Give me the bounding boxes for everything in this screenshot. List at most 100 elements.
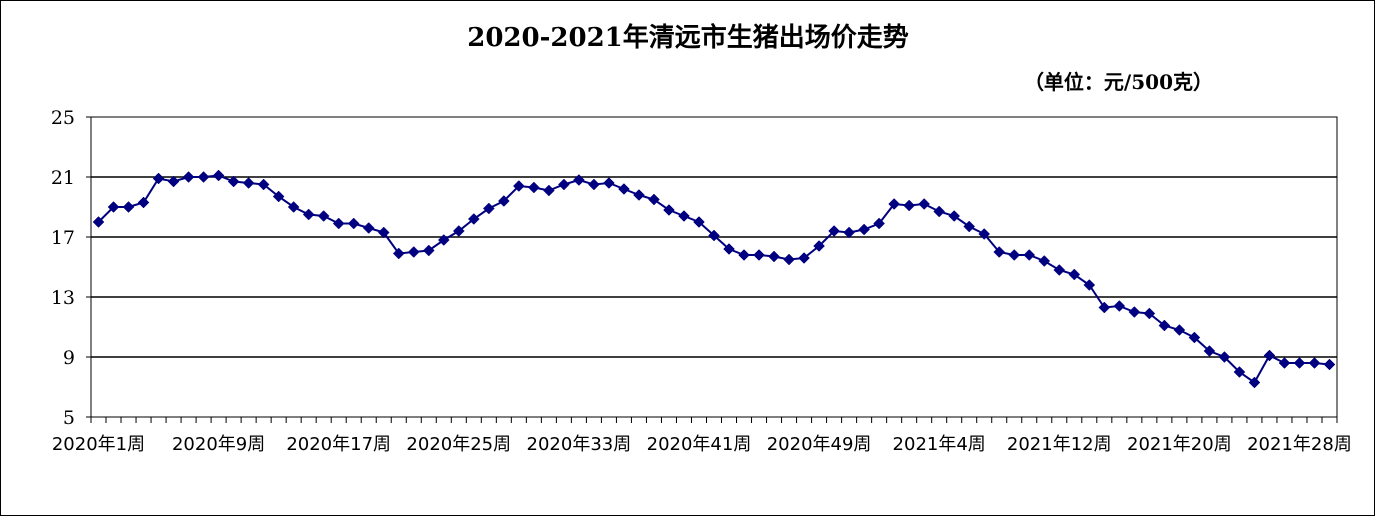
y-tick-label: 21 [51,167,75,189]
data-point [452,225,465,237]
data-point [1248,376,1261,389]
data-point [813,240,825,252]
y-tick-label: 13 [51,287,75,309]
data-point [828,225,840,237]
data-point [1263,349,1276,362]
y-tick-label: 9 [63,347,75,369]
data-point [558,178,570,191]
data-point [1098,301,1111,314]
data-point [1233,366,1246,378]
unit-note: （单位：元/500克） [1024,70,1213,94]
data-point [257,178,270,191]
data-point [648,193,660,206]
data-point [362,222,375,234]
data-point [197,171,210,183]
data-point [573,174,585,186]
data-point [1158,319,1171,332]
series-layer [92,169,1336,389]
data-point [167,175,180,188]
data-point [1113,300,1126,312]
data-point [948,210,961,222]
data-point [888,198,900,210]
data-point [678,210,690,222]
data-point [152,172,165,185]
data-point [107,201,120,213]
data-point [407,246,420,258]
data-point [92,216,105,228]
data-point [1038,255,1051,267]
data-point [212,169,225,182]
data-point [467,213,480,225]
series-line [97,174,1330,384]
data-point [1203,345,1216,357]
data-point [497,195,510,207]
x-tick-label: 2021年4周 [893,434,986,455]
data-point [858,223,870,236]
data-point [302,208,315,221]
data-point [768,250,780,263]
data-point [798,252,810,264]
x-tick-label: 2020年9周 [172,434,265,455]
data-point [933,205,946,218]
data-point [1188,331,1201,344]
data-point [1008,249,1021,261]
data-point [1308,357,1321,369]
x-tick-label: 2021年20周 [1127,434,1232,455]
data-point [783,253,795,266]
x-tick-label: 2020年17周 [286,434,391,455]
y-tick-label: 17 [51,227,75,249]
y-axis-ticks: 5 9 13 17 21 25 [51,107,91,429]
data-point [317,210,330,222]
data-point [963,220,976,233]
y-tick-label: 5 [63,407,75,429]
data-point [182,171,195,183]
data-point [242,177,255,189]
data-point [392,247,405,260]
gridlines [91,176,1337,358]
data-point [1323,358,1336,371]
x-tick-label: 2020年41周 [647,434,752,455]
data-point [377,226,390,239]
data-point [287,201,300,213]
x-tick-label: 2020年1周 [52,434,145,455]
data-point [663,204,675,216]
data-point [873,217,885,230]
data-point [633,189,645,201]
data-point [603,177,615,189]
data-point [843,226,855,239]
data-point [918,198,931,210]
data-point [903,199,916,212]
x-tick-label: 2020年49周 [767,434,872,455]
x-tick-label: 2021年12周 [1007,434,1112,455]
data-point [1143,307,1156,320]
data-point [1128,306,1141,318]
data-point [528,181,540,194]
plot-area [90,116,1338,418]
data-point [708,229,720,242]
data-point [1293,357,1306,369]
data-point [723,243,735,255]
y-tick-label: 25 [51,107,75,129]
data-point [738,249,750,261]
data-point [993,246,1006,258]
data-point [693,216,705,228]
data-point [482,202,495,215]
data-point [512,180,525,192]
data-point [1218,351,1231,363]
data-point [437,234,450,246]
data-point [332,217,345,230]
data-point [543,184,555,197]
chart-title: 2020-2021年清远市生猪出场价走势 [467,22,909,53]
data-point [978,228,991,240]
data-point [122,201,135,213]
data-point [1278,357,1291,369]
x-tick-label: 2020年33周 [527,434,632,455]
data-point [1083,279,1096,291]
x-tick-label: 2020年25周 [406,434,511,455]
x-axis-ticks: 2020年1周 2020年9周 2020年17周 2020年25周 2020年33周 20… [52,417,1352,455]
data-point [137,196,150,209]
data-point [227,175,240,188]
data-point [618,183,630,195]
